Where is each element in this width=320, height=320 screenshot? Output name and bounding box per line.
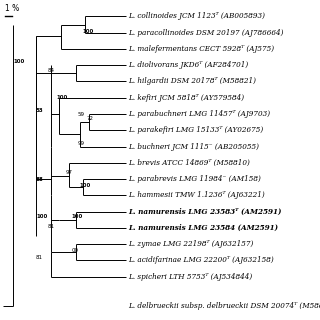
Text: 53: 53	[36, 108, 44, 113]
Text: L. delbrueckii subsp. delbrueckii DSM 20074ᵀ (M58814): L. delbrueckii subsp. delbrueckii DSM 20…	[128, 302, 320, 310]
Text: L. collinoides JCM 1123ᵀ (AB005893): L. collinoides JCM 1123ᵀ (AB005893)	[128, 12, 265, 20]
Text: 81: 81	[36, 255, 43, 260]
Text: 100: 100	[56, 95, 67, 100]
Text: 100: 100	[72, 214, 83, 219]
Text: L. brevis ATCC 14869ᵀ (M58810): L. brevis ATCC 14869ᵀ (M58810)	[128, 159, 250, 167]
Text: L. namurensis LMG 23584 (AM2591): L. namurensis LMG 23584 (AM2591)	[128, 224, 278, 232]
Text: 97: 97	[65, 170, 72, 175]
Text: L. spicheri LTH 5753ᵀ (AJ534844): L. spicheri LTH 5753ᵀ (AJ534844)	[128, 273, 252, 281]
Text: 99: 99	[77, 141, 84, 146]
Text: L. parabuchneri LMG 11457ᵀ (AJ9703): L. parabuchneri LMG 11457ᵀ (AJ9703)	[128, 110, 270, 118]
Text: L. kefiri JCM 5818ᵀ (AY579584): L. kefiri JCM 5818ᵀ (AY579584)	[128, 94, 244, 102]
Text: L. parabrevis LMG 11984⁻ (AM158): L. parabrevis LMG 11984⁻ (AM158)	[128, 175, 260, 183]
Text: L. malefermentans CECT 5928ᵀ (AJ575): L. malefermentans CECT 5928ᵀ (AJ575)	[128, 45, 274, 53]
Text: L. hilgardii DSM 20178ᵀ (M58821): L. hilgardii DSM 20178ᵀ (M58821)	[128, 77, 256, 85]
Text: 100: 100	[36, 214, 47, 219]
Text: L. diolivorans JKD6ᵀ (AF284701): L. diolivorans JKD6ᵀ (AF284701)	[128, 61, 248, 69]
Text: L. parakefiri LMG 15133ᵀ (AY02675): L. parakefiri LMG 15133ᵀ (AY02675)	[128, 126, 263, 134]
Text: 88: 88	[36, 177, 44, 181]
Text: 84: 84	[48, 68, 55, 73]
Text: 100: 100	[83, 28, 94, 34]
Text: 72: 72	[86, 116, 93, 121]
Text: L. paracollinoides DSM 20197 (AJ786664): L. paracollinoides DSM 20197 (AJ786664)	[128, 29, 283, 37]
Text: L. buchneri JCM 1115⁻ (AB205055): L. buchneri JCM 1115⁻ (AB205055)	[128, 142, 259, 150]
Text: 00: 00	[72, 248, 79, 253]
Text: 100: 100	[80, 183, 91, 188]
Text: L. zymae LMG 22198ᵀ (AJ632157): L. zymae LMG 22198ᵀ (AJ632157)	[128, 240, 253, 248]
Text: L. hammesii TMW 1.1236ᵀ (AJ63221): L. hammesii TMW 1.1236ᵀ (AJ63221)	[128, 191, 265, 199]
Text: 81: 81	[48, 224, 55, 229]
Text: 100: 100	[13, 60, 25, 64]
Text: L. namurensis LMG 23583ᵀ (AM2591): L. namurensis LMG 23583ᵀ (AM2591)	[128, 208, 281, 216]
Text: 1 %: 1 %	[5, 4, 20, 13]
Text: 59: 59	[77, 111, 84, 116]
Text: L. acidifarinae LMG 22200ᵀ (AJ632158): L. acidifarinae LMG 22200ᵀ (AJ632158)	[128, 256, 274, 264]
